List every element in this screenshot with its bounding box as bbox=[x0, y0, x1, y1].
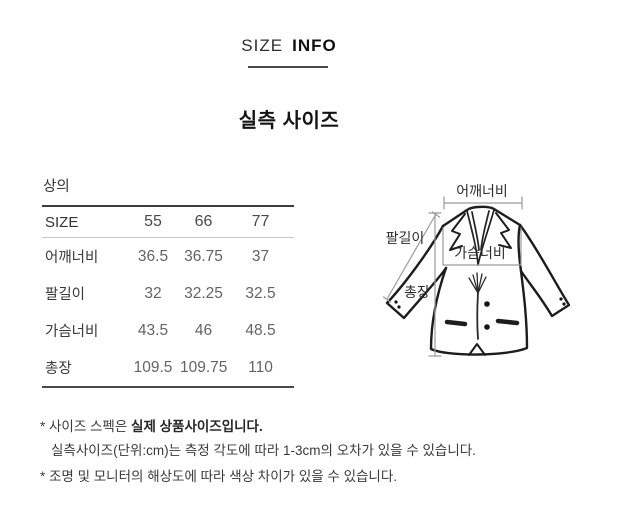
column-header-66: 66 bbox=[180, 206, 227, 238]
sleeve-length-label: 팔길이 bbox=[386, 230, 425, 246]
page-title: SIZE INFO bbox=[159, 36, 419, 56]
column-header-55: 55 bbox=[126, 206, 180, 238]
jacket-body bbox=[429, 223, 529, 356]
diagram-labels: 어깨너비 팔길이 가슴너비 총장 bbox=[386, 183, 508, 300]
cell-value: 32 bbox=[144, 284, 162, 302]
hem-vent bbox=[468, 343, 486, 356]
cell-value: 37 bbox=[251, 247, 270, 265]
section-label-top: 상의 bbox=[43, 179, 70, 195]
cell-value: 110 bbox=[248, 358, 273, 376]
cell-value: 32.25 bbox=[184, 284, 223, 302]
lapel-left bbox=[449, 213, 466, 251]
placket-fan bbox=[468, 272, 487, 294]
note-text: * 사이즈 스펙은 bbox=[40, 419, 132, 434]
cell-value: 48.5 bbox=[245, 321, 276, 339]
jacket-shoulders bbox=[441, 205, 522, 228]
jacket-right-sleeve bbox=[518, 223, 571, 318]
jacket-measurement-diagram: 어깨너비 팔길이 가슴너비 총장 bbox=[382, 183, 571, 357]
collar-lines bbox=[466, 209, 495, 266]
cell-value: 109.75 bbox=[180, 358, 228, 376]
shoulder-width-label: 어깨너비 bbox=[456, 183, 508, 199]
page-subtitle: 실측 사이즈 bbox=[238, 110, 340, 132]
total-length-label: 총장 bbox=[404, 284, 430, 300]
note-size-spec: * 사이즈 스펙은 실제 상품사이즈입니다. bbox=[40, 415, 263, 435]
title-underline bbox=[248, 66, 328, 68]
cell-value: 46 bbox=[194, 321, 213, 339]
buttons bbox=[394, 297, 566, 330]
cell-value: 36.5 bbox=[137, 247, 169, 265]
table-row-length: 총장 109.5 109.75 110 bbox=[42, 349, 294, 387]
note-text-bold: 실제 상품사이즈입니다. bbox=[131, 419, 263, 434]
pockets bbox=[444, 318, 520, 327]
row-label: 어깨너비 bbox=[45, 250, 99, 266]
cell-value: 109.5 bbox=[133, 358, 173, 376]
page-title-bold: INFO bbox=[292, 36, 337, 55]
cell-value: 32.5 bbox=[245, 284, 276, 302]
measurement-lines bbox=[382, 196, 523, 357]
size-table: SIZE 55 66 77 어깨너비 36.5 36.75 37 팔길이 32 … bbox=[42, 205, 294, 388]
row-label: 가슴너비 bbox=[45, 324, 99, 340]
table-row-shoulder: 어깨너비 36.5 36.75 37 bbox=[42, 238, 294, 276]
placket-line bbox=[476, 292, 479, 340]
row-label: 총장 bbox=[45, 361, 72, 377]
cell-value: 36.75 bbox=[184, 247, 223, 265]
table-header-row: SIZE 55 66 77 bbox=[42, 206, 294, 238]
lapel-right bbox=[495, 212, 512, 249]
table-row-chest: 가슴너비 43.5 46 48.5 bbox=[42, 312, 294, 349]
chest-width-label: 가슴너비 bbox=[454, 245, 506, 261]
page-title-light: SIZE bbox=[241, 36, 284, 55]
column-header-size: SIZE bbox=[42, 206, 126, 238]
table-row-sleeve: 팔길이 32 32.25 32.5 bbox=[42, 275, 294, 312]
column-header-77: 77 bbox=[227, 206, 294, 238]
note-measure-tolerance: 실측사이즈(단위:cm)는 측정 각도에 따라 1-3cm의 오차가 있을 수 … bbox=[51, 443, 476, 458]
cell-value: 43.5 bbox=[137, 321, 169, 339]
row-label: 팔길이 bbox=[45, 287, 86, 303]
note-color-difference: * 조명 및 모니터의 해상도에 따라 색상 차이가 있을 수 있습니다. bbox=[40, 469, 398, 484]
